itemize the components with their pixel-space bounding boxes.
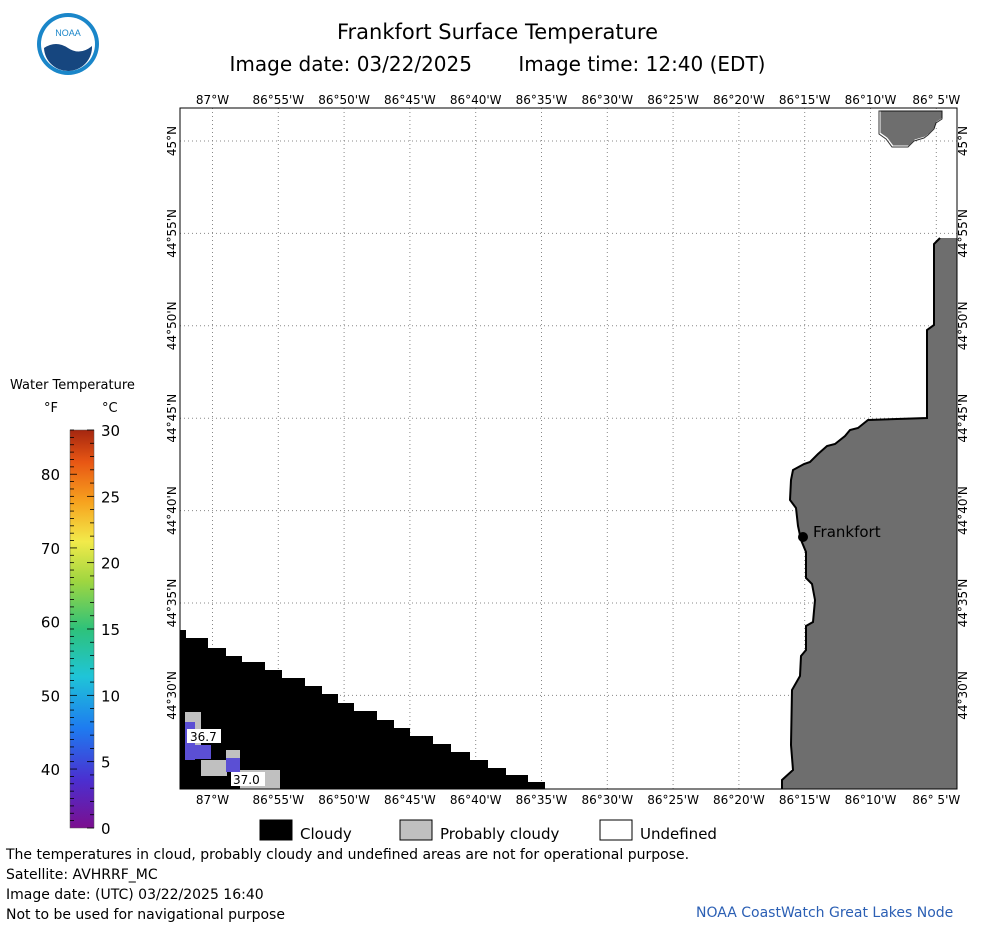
cloudy-swatch [259, 819, 293, 841]
reading-label: 36.7 [190, 730, 217, 744]
lat-label-left: 44°55'N [165, 209, 179, 258]
lon-label-bottom: 86°40'W [450, 793, 502, 807]
latitude-labels-right: 45°N 44°55'N 44°50'N 44°45'N 44°40'N 44°35'N 4… [956, 126, 970, 720]
note-navigation: Not to be used for navigational purpose [6, 907, 285, 923]
footer-notes: The temperatures in cloud, probably clou… [6, 845, 689, 925]
city-marker [798, 532, 808, 542]
lon-label-bottom: 86°50'W [318, 793, 370, 807]
c-tick-label: 15 [101, 621, 120, 639]
city-label: Frankfort [813, 523, 881, 541]
note-utc-date: Image date: (UTC) 03/22/2025 16:40 [6, 887, 264, 903]
lat-label-right: 44°55'N [956, 209, 970, 258]
lon-label-top: 86°25'W [647, 93, 699, 107]
lon-label-top: 87°W [196, 93, 229, 107]
cloud-area [180, 630, 545, 789]
noaa-logo: NOAA [37, 13, 99, 75]
longitude-labels-top: 87°W 86°55'W 86°50'W 86°45'W 86°40'W 86°35'W 8… [196, 93, 960, 107]
longitude-labels-bottom: 87°W 86°55'W 86°50'W 86°45'W 86°40'W 86°35'W 8… [196, 793, 960, 807]
lon-label-top: 86°20'W [713, 93, 765, 107]
land-east-shore [782, 238, 957, 789]
undefined-label: Undefined [640, 825, 717, 843]
credit-link[interactable]: NOAA CoastWatch Great Lakes Node [696, 905, 954, 921]
lon-label-top: 86°50'W [318, 93, 370, 107]
lon-label-bottom: 86°15'W [779, 793, 831, 807]
reading-label: 37.0 [233, 773, 260, 787]
c-tick-label: 5 [101, 754, 111, 772]
undefined-swatch [599, 819, 633, 841]
f-tick-label: 50 [41, 687, 60, 705]
map-border [179, 107, 958, 790]
unit-fahrenheit: °F [44, 401, 58, 416]
lat-label-right: 45°N [956, 126, 970, 156]
image-date: Image date: 03/22/2025 [229, 52, 472, 76]
lat-label-right: 44°45'N [956, 394, 970, 443]
f-tick-label: 40 [41, 761, 60, 779]
colorbar-title: Water Temperature [10, 378, 135, 393]
lat-label-left: 44°50'N [165, 301, 179, 350]
lon-label-bottom: 86°55'W [252, 793, 304, 807]
lat-label-right: 44°50'N [956, 301, 970, 350]
lat-label-left: 44°35'N [165, 579, 179, 628]
f-tick-label: 80 [41, 466, 60, 484]
lon-label-bottom: 86°30'W [581, 793, 633, 807]
lat-label-right: 44°35'N [956, 579, 970, 628]
image-time: Image time: 12:40 (EDT) [518, 52, 766, 76]
probably-cloudy-swatch [399, 819, 433, 841]
lon-label-bottom: 86° 5'W [912, 793, 960, 807]
lon-label-top: 86°15'W [779, 93, 831, 107]
lon-label-top: 86°35'W [516, 93, 568, 107]
unit-celsius: °C [102, 401, 118, 416]
c-tick-label: 30 [101, 422, 120, 440]
note-satellite: Satellite: AVHRRF_MC [6, 867, 158, 883]
lon-label-top: 86°45'W [384, 93, 436, 107]
svg-text:NOAA: NOAA [55, 28, 81, 38]
map-title: Frankfort Surface Temperature [336, 20, 658, 44]
note-operational: The temperatures in cloud, probably clou… [6, 847, 690, 863]
lat-label-right: 44°40'N [956, 486, 970, 535]
cloudy-label: Cloudy [300, 825, 352, 843]
lon-label-top: 86°30'W [581, 93, 633, 107]
lat-label-left: 44°45'N [165, 394, 179, 443]
c-tick-label: 20 [101, 555, 120, 573]
lon-label-bottom: 86°25'W [647, 793, 699, 807]
lat-label-right: 44°30'N [956, 671, 970, 720]
lon-label-top: 86°10'W [845, 93, 897, 107]
lat-label-left: 44°40'N [165, 486, 179, 535]
probably-cloudy-label: Probably cloudy [440, 825, 560, 843]
lon-label-bottom: 86°35'W [516, 793, 568, 807]
f-tick-label: 70 [41, 540, 60, 558]
lon-label-bottom: 86°45'W [384, 793, 436, 807]
lon-label-bottom: 87°W [196, 793, 229, 807]
latitude-labels-left: 45°N 44°55'N 44°50'N 44°45'N 44°40'N 44°35'N 4… [165, 126, 179, 720]
lon-label-top: 86°40'W [450, 93, 502, 107]
f-tick-label: 60 [41, 614, 60, 632]
lon-label-bottom: 86°20'W [713, 793, 765, 807]
lon-label-top: 86° 5'W [912, 93, 960, 107]
lon-label-bottom: 86°10'W [845, 793, 897, 807]
c-tick-label: 10 [101, 687, 120, 705]
lat-label-left: 45°N [165, 126, 179, 156]
lat-label-left: 44°30'N [165, 671, 179, 720]
image-datetime: Image date: 03/22/2025 Image time: 12:40… [0, 52, 995, 76]
c-tick-label: 0 [101, 820, 111, 838]
c-tick-label: 25 [101, 488, 120, 506]
lon-label-top: 86°55'W [252, 93, 304, 107]
